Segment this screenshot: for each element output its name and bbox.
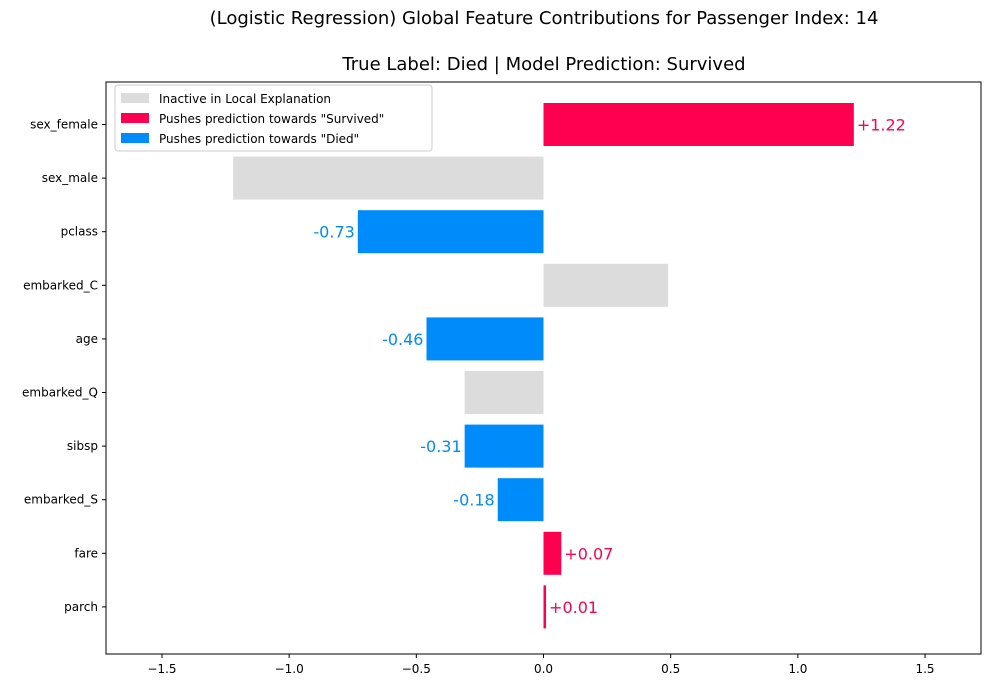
legend-box — [114, 84, 433, 152]
x-tick-label: −1.0 — [275, 662, 304, 676]
bar-parch — [543, 585, 547, 629]
legend-label-inactive: Inactive in Local Explanation — [159, 92, 331, 106]
x-axis: −1.5 −1.0 −0.5 0.0 0.5 1.0 1.5 — [147, 654, 935, 676]
y-tick-label-fare: fare — [74, 546, 98, 560]
x-tick-label: 1.5 — [915, 662, 934, 676]
data-label-age: -0.46 — [382, 330, 423, 349]
x-tick-label: 1.0 — [788, 662, 807, 676]
chart-title: (Logistic Regression) Global Feature Con… — [210, 8, 879, 29]
x-tick-label: −0.5 — [402, 662, 431, 676]
legend-swatch-inactive — [121, 93, 149, 103]
y-tick-label-embarked_S: embarked_S — [24, 493, 98, 507]
bar-sibsp — [464, 424, 544, 468]
data-label-embarked_S: -0.18 — [453, 491, 494, 510]
legend-swatch-died — [121, 133, 149, 143]
legend-swatch-survived — [121, 113, 149, 123]
data-labels-group: +1.22 -0.73 -0.46 -0.31 -0.18 +0.07 +0.01 — [313, 116, 905, 617]
y-tick-label-sex_female: sex_female — [30, 118, 98, 132]
y-tick-label-embarked_Q: embarked_Q — [22, 386, 98, 400]
data-label-sex_female: +1.22 — [857, 116, 906, 135]
bar-sex_female — [543, 103, 854, 146]
bar-pclass — [357, 210, 544, 254]
x-tick-label: 0.0 — [534, 662, 553, 676]
data-label-pclass: -0.73 — [313, 223, 354, 242]
legend-label-died: Pushes prediction towards "Died" — [159, 132, 359, 146]
y-tick-label-sibsp: sibsp — [67, 439, 98, 453]
bar-fare — [543, 531, 562, 575]
data-label-sibsp: -0.31 — [420, 437, 461, 456]
bar-embarked_Q — [464, 371, 544, 414]
legend: Inactive in Local Explanation Pushes pred… — [114, 84, 433, 152]
x-tick-label: 0.5 — [661, 662, 680, 676]
data-label-fare: +0.07 — [564, 544, 613, 563]
y-tick-label-parch: parch — [64, 600, 98, 614]
y-tick-label-embarked_C: embarked_C — [23, 278, 98, 292]
bar-embarked_S — [497, 478, 544, 522]
data-label-parch: +0.01 — [549, 598, 598, 617]
chart-subtitle: True Label: Died | Model Prediction: Sur… — [341, 54, 745, 75]
y-tick-label-age: age — [76, 332, 98, 346]
y-tick-label-sex_male: sex_male — [42, 171, 98, 185]
bar-embarked_C — [543, 263, 669, 307]
legend-label-survived: Pushes prediction towards "Survived" — [159, 112, 384, 126]
bar-sex_male — [233, 156, 544, 200]
bars-group — [233, 103, 854, 629]
x-tick-label: −1.5 — [147, 662, 176, 676]
bar-age — [426, 317, 544, 361]
y-tick-label-pclass: pclass — [61, 225, 98, 239]
